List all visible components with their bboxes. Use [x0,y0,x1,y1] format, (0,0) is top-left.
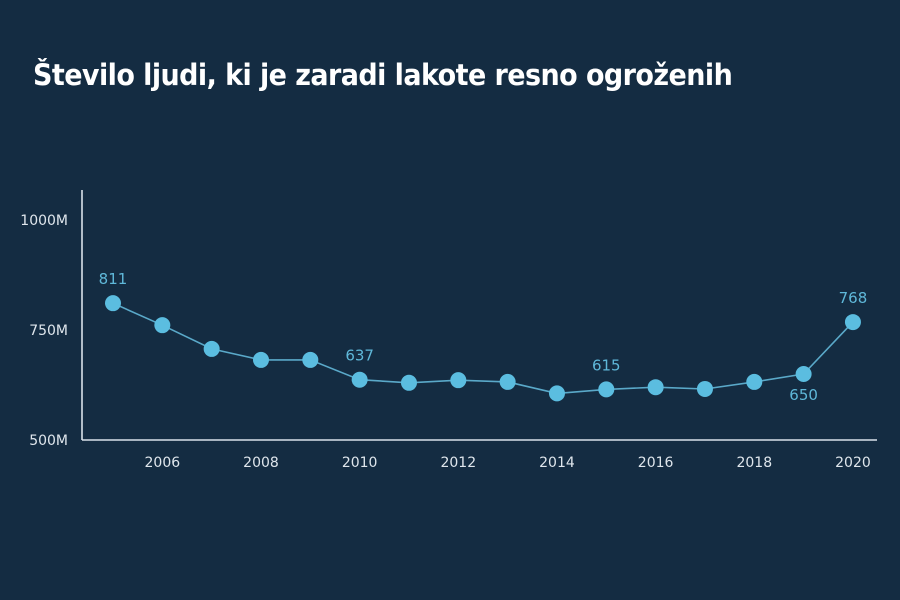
x-tick-label: 2020 [835,455,871,471]
data-label: 650 [789,386,818,404]
x-tick-label: 2010 [342,455,378,471]
chart-title: Število ljudi, ki je zaradi lakote resno… [33,58,733,92]
y-tick-label: 750M [29,323,68,339]
data-point [351,371,368,388]
x-tick-label: 2012 [440,455,476,471]
data-label: 768 [839,289,868,307]
x-tick-label: 2018 [736,455,772,471]
data-points [105,295,861,402]
data-label: 615 [592,356,621,374]
x-tick-label: 2016 [638,455,674,471]
x-tick-label: 2008 [243,455,279,471]
data-point [252,351,269,368]
x-tick-label: 2006 [145,455,181,471]
y-tick-label: 500M [29,433,68,449]
data-label: 637 [345,347,374,365]
axes [81,190,877,441]
series-line [112,302,854,395]
data-point [598,381,615,398]
data-point [844,314,861,331]
data-point [746,373,763,390]
data-point [499,373,516,390]
data-point [154,317,171,334]
data-point [795,366,812,382]
y-tick-label: 1000M [20,213,68,229]
data-point [696,380,713,397]
y-tick-labels: 500M 750M 1000M [20,213,68,449]
data-label: 811 [99,270,128,288]
data-point [400,374,417,391]
data-point [450,372,467,389]
data-point [548,385,565,402]
x-tick-labels: 2006 2008 2010 2012 2014 2016 2018 2020 [145,455,871,471]
data-point [105,295,121,312]
data-point [203,340,220,357]
data-labels: 811 637 615 650 768 [99,270,868,404]
data-point [302,351,319,368]
data-point [647,379,664,396]
x-tick-label: 2014 [539,455,575,471]
